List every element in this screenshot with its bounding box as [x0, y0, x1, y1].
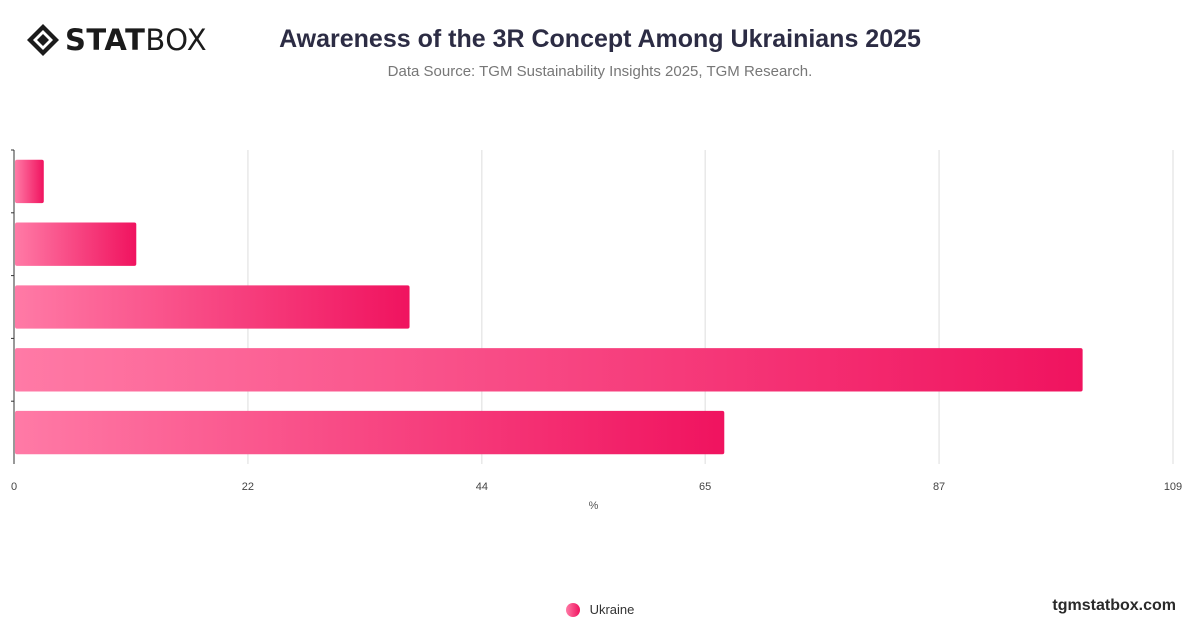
logo-wordmark: STATBOX	[65, 22, 207, 58]
chart-title: Awareness of the 3R Concept Among Ukrain…	[279, 25, 921, 53]
bar-1[interactable]	[15, 222, 137, 266]
x-tick-label-87: 87	[933, 481, 945, 493]
bar-4[interactable]	[15, 410, 725, 455]
chart-subtitle: Data Source: TGM Sustainability Insights…	[387, 63, 813, 80]
legend-swatch	[565, 602, 580, 617]
statbox-logo: STATBOX	[25, 22, 207, 58]
logo-wordmark-bold: STAT	[65, 23, 146, 57]
legend-item-ukraine[interactable]: Ukraine	[565, 602, 635, 617]
x-tick-label-109: 109	[1164, 481, 1182, 493]
brand-url[interactable]: tgmstatbox.com	[1052, 597, 1176, 614]
bar-0[interactable]	[15, 159, 44, 204]
x-axis-label: %	[589, 500, 599, 512]
logo-wordmark-light: BOX	[145, 23, 208, 57]
legend-label: Ukraine	[589, 602, 635, 617]
bar-3[interactable]	[15, 348, 1083, 392]
statbox-diamond-icon	[27, 24, 59, 56]
legend: Ukraine	[0, 602, 1200, 617]
x-tick-label-0: 0	[11, 481, 17, 493]
x-tick-label-22: 22	[242, 481, 254, 493]
x-tick-label-44: 44	[476, 481, 488, 493]
x-tick-label-65: 65	[699, 481, 711, 493]
bar-2[interactable]	[15, 285, 410, 329]
